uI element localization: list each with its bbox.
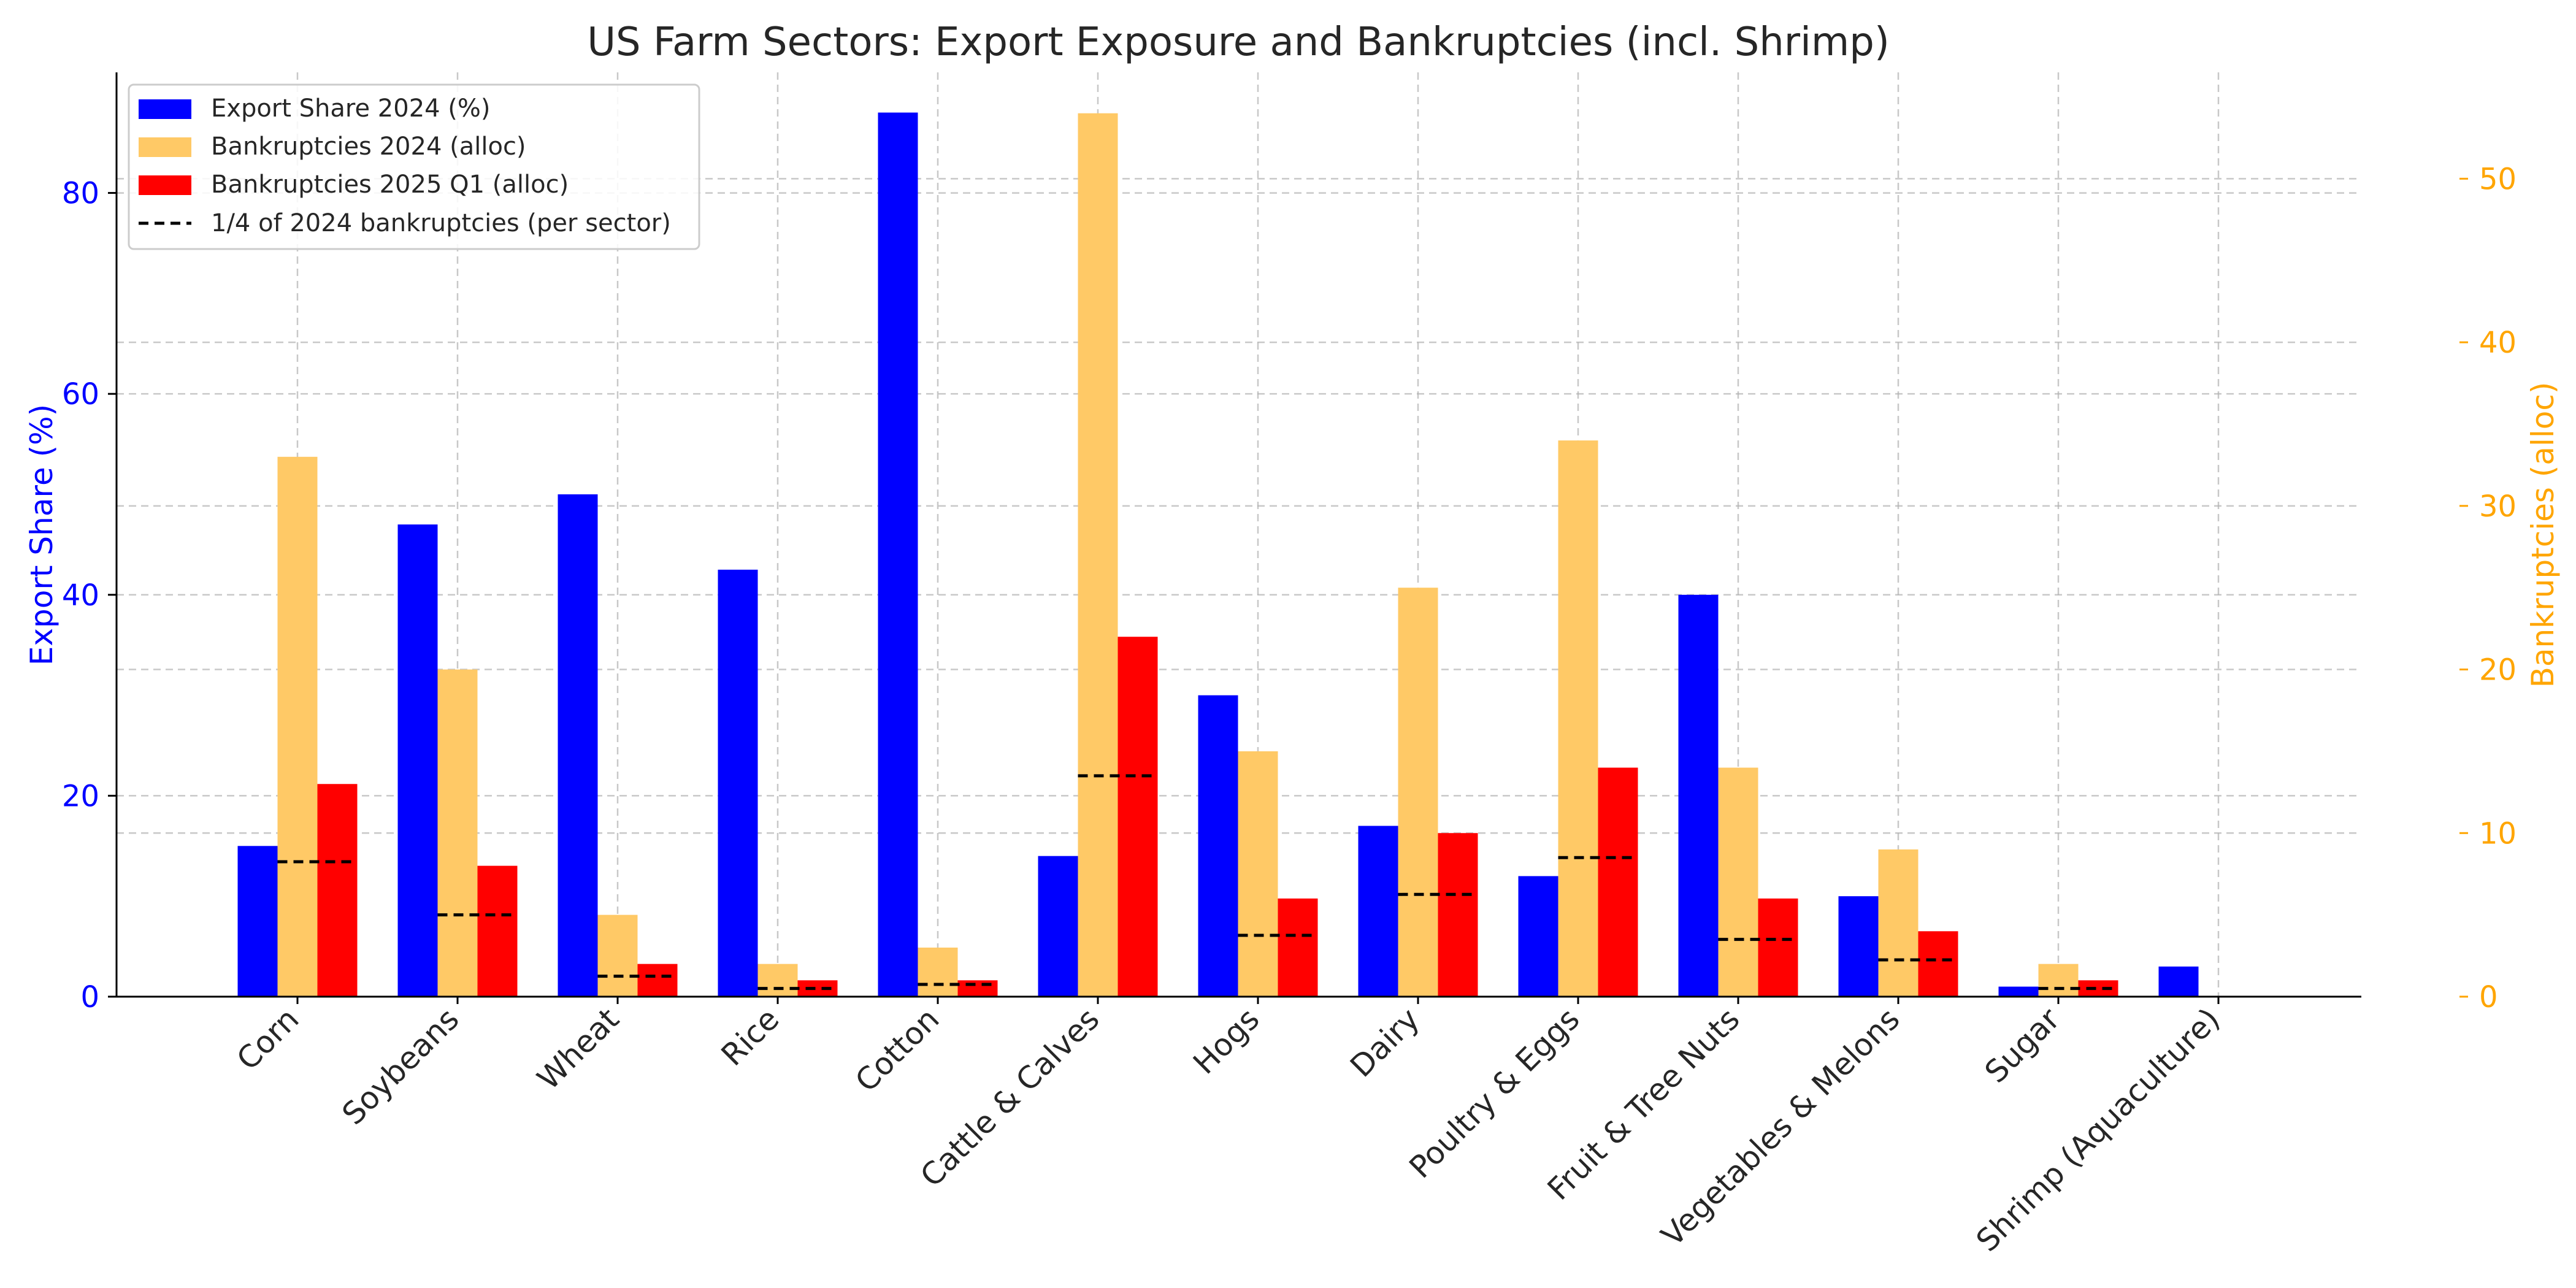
legend-swatch-bankruptcies-2025 <box>139 175 191 195</box>
bar-bankruptcies-2025-1 <box>477 865 518 997</box>
reference-lines <box>277 774 2118 991</box>
bar-bankruptcies-2024-5 <box>1078 113 1118 997</box>
right-axis-ticks: 0 10 20 30 40 50 <box>2459 162 2517 1014</box>
bar-export-share-7 <box>1358 826 1398 997</box>
bar-export-share-0 <box>237 846 278 997</box>
bar-bankruptcies-2025-0 <box>317 784 358 997</box>
bar-bankruptcies-2025-11 <box>2078 980 2118 997</box>
bar-bankruptcies-2025-5 <box>1117 637 1158 997</box>
bar-export-share-12 <box>2158 966 2199 997</box>
legend-label-bankruptcies-2024: Bankruptcies 2024 (alloc) <box>211 132 526 161</box>
bar-bankruptcies-2024-9 <box>1718 767 1758 997</box>
bar-export-share-8 <box>1518 876 1558 997</box>
right-tick-label-1: 10 <box>2479 816 2517 851</box>
y-axis-label-right: Bankruptcies (alloc) <box>2525 382 2561 688</box>
bar-bankruptcies-2024-8 <box>1558 440 1598 997</box>
bar-export-share-11 <box>1998 986 2039 997</box>
right-tick-label-2: 20 <box>2479 653 2517 688</box>
bar-bankruptcies-2024-0 <box>277 456 318 997</box>
right-tick-label-0: 0 <box>2479 980 2498 1014</box>
bar-bankruptcies-2024-11 <box>2038 964 2079 997</box>
bar-bankruptcies-2024-2 <box>597 914 638 997</box>
bar-bankruptcies-2024-7 <box>1398 588 1438 997</box>
bars <box>237 112 2199 997</box>
bar-export-share-9 <box>1678 594 1719 997</box>
bar-export-share-10 <box>1838 896 1879 997</box>
left-axis-ticks: 0 20 40 60 80 <box>62 177 117 1014</box>
bar-bankruptcies-2024-10 <box>1878 849 1919 997</box>
bar-bankruptcies-2024-4 <box>918 947 958 997</box>
right-tick-label-5: 50 <box>2479 162 2517 196</box>
legend-label-reference-line: 1/4 of 2024 bankruptcies (per sector) <box>211 209 671 237</box>
bar-bankruptcies-2025-7 <box>1438 833 1478 997</box>
bar-bankruptcies-2025-3 <box>797 980 838 997</box>
legend-swatch-bankruptcies-2024 <box>139 137 191 157</box>
bar-bankruptcies-2025-4 <box>957 980 998 997</box>
legend-label-export-share: Export Share 2024 (%) <box>211 94 491 123</box>
left-tick-label-2: 40 <box>62 578 99 613</box>
right-tick-label-4: 40 <box>2479 326 2517 360</box>
legend-label-bankruptcies-2025: Bankruptcies 2025 Q1 (alloc) <box>211 171 569 199</box>
left-tick-label-1: 20 <box>62 779 99 813</box>
bar-bankruptcies-2024-1 <box>437 669 478 997</box>
bar-export-share-4 <box>878 112 918 997</box>
left-tick-label-4: 80 <box>62 177 99 211</box>
chart-title: US Farm Sectors: Export Exposure and Ban… <box>587 20 1890 65</box>
bar-export-share-1 <box>397 524 438 997</box>
bar-export-share-3 <box>718 569 758 997</box>
bar-bankruptcies-2024-3 <box>757 964 798 997</box>
bar-bankruptcies-2025-10 <box>1918 931 1958 997</box>
bar-bankruptcies-2025-9 <box>1758 898 1798 997</box>
left-tick-label-3: 60 <box>62 377 99 412</box>
bar-bankruptcies-2025-2 <box>637 964 678 997</box>
right-tick-label-3: 30 <box>2479 489 2517 524</box>
bar-bankruptcies-2024-6 <box>1238 751 1278 997</box>
legend-frame <box>128 83 700 250</box>
bar-export-share-6 <box>1198 695 1238 997</box>
bar-export-share-5 <box>1038 856 1078 997</box>
bar-bankruptcies-2025-8 <box>1598 767 1638 997</box>
legend: Export Share 2024 (%) Bankruptcies 2024 … <box>128 83 700 250</box>
bar-bankruptcies-2025-6 <box>1278 898 1318 997</box>
left-tick-label-0: 0 <box>80 980 99 1014</box>
y-axis-label-left: Export Share (%) <box>24 404 59 665</box>
bar-export-share-2 <box>558 494 598 997</box>
legend-swatch-export-share <box>139 99 191 119</box>
